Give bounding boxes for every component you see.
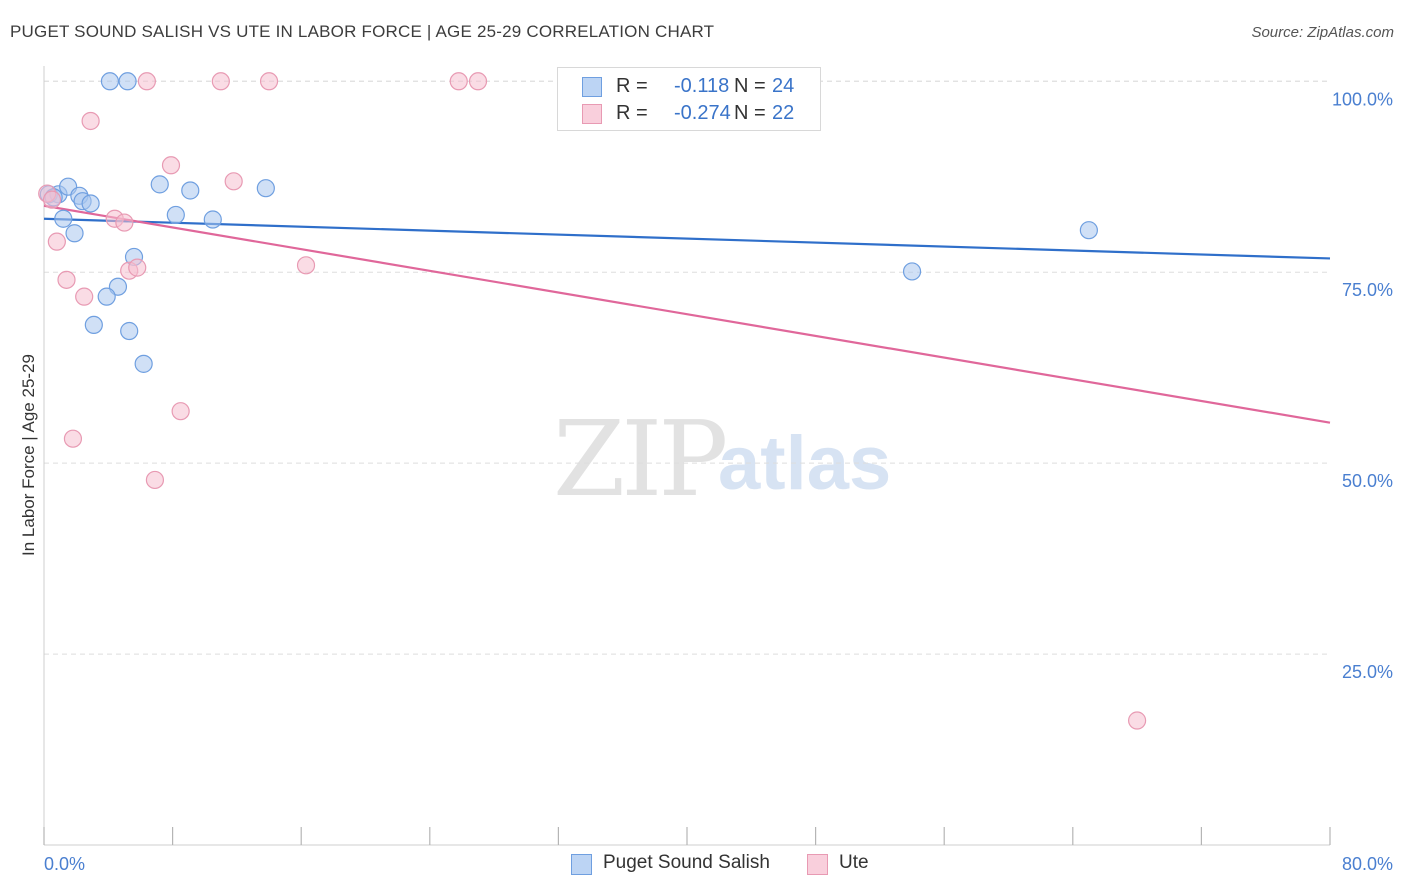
point-puget-sound-salish: [150, 175, 169, 194]
point-ute: [296, 256, 316, 275]
point-puget-sound-salish: [65, 224, 84, 243]
legend-r-value: -0.118: [674, 75, 730, 97]
point-puget-sound-salish: [203, 210, 222, 229]
point-ute: [211, 72, 230, 91]
legend-r-label: R =: [616, 102, 648, 124]
point-puget-sound-salish: [1079, 221, 1098, 240]
axis-labels: 25.0% 50.0% 75.0% 100.0% 0.0% 80.0% In Labor F…: [19, 89, 1393, 874]
point-ute: [63, 429, 83, 448]
trend-line-ute: [43, 204, 1331, 424]
point-puget-sound-salish: [902, 262, 922, 281]
point-puget-sound-salish: [166, 205, 185, 225]
legend-swatch-puget-sound-salish: [582, 77, 602, 97]
bottom-legend-label: Puget Sound Salish: [603, 852, 770, 873]
legend-r-label: R =: [616, 75, 648, 97]
point-ute: [224, 172, 243, 191]
y-tick-label: 25.0%: [1342, 662, 1393, 682]
bottom-legend-label: Ute: [839, 852, 869, 873]
point-puget-sound-salish: [120, 321, 139, 341]
point-ute: [57, 270, 76, 289]
legend-r-value: -0.274: [674, 102, 731, 124]
point-ute: [75, 287, 94, 306]
watermark-zip: ZIP: [553, 398, 728, 520]
point-ute: [115, 213, 134, 232]
point-ute: [468, 72, 488, 91]
point-ute: [449, 72, 468, 91]
x-tick-label-max: 80.0%: [1342, 854, 1393, 874]
point-ute: [137, 72, 156, 91]
legend-n-label: N =: [734, 75, 766, 97]
point-puget-sound-salish: [256, 179, 275, 198]
point-ute: [42, 190, 62, 209]
point-puget-sound-salish: [84, 315, 103, 335]
point-puget-sound-salish: [97, 287, 116, 306]
legend-n-value: 22: [772, 102, 795, 124]
point-puget-sound-salish: [81, 194, 100, 213]
legend-swatch-ute: [582, 104, 602, 124]
gridlines: [44, 80, 1330, 655]
point-ute: [81, 111, 100, 131]
point-puget-sound-salish: [134, 354, 153, 373]
chart-title: PUGET SOUND SALISH VS UTE IN LABOR FORCE…: [10, 22, 715, 41]
point-puget-sound-salish: [181, 181, 200, 200]
y-tick-label: 75.0%: [1342, 280, 1393, 300]
point-puget-sound-salish: [118, 72, 137, 91]
trend-line-puget-sound-salish: [43, 217, 1331, 260]
point-ute: [128, 258, 147, 277]
bottom-legend-swatch-ute: [807, 854, 828, 875]
point-ute: [259, 72, 279, 91]
point-puget-sound-salish: [54, 209, 73, 228]
y-tick-label: 50.0%: [1342, 471, 1393, 491]
data-points: [38, 72, 1147, 730]
x-tick-label-min: 0.0%: [44, 854, 85, 874]
point-ute: [171, 402, 190, 421]
correlation-legend: R = -0.118 N = 24 R = -0.274 N = 22: [557, 67, 821, 131]
point-ute: [47, 232, 66, 251]
point-ute: [1127, 711, 1147, 730]
bottom-legend-swatch-puget-sound-salish: [571, 854, 592, 875]
trend-lines: [43, 204, 1331, 424]
point-ute: [161, 156, 181, 175]
y-axis-label: In Labor Force | Age 25-29: [19, 354, 38, 556]
legend-n-value: 24: [772, 75, 795, 97]
source-label: Source: ZipAtlas.com: [1251, 24, 1394, 41]
legend-n-label: N =: [734, 102, 766, 124]
point-puget-sound-salish: [100, 72, 120, 91]
point-ute: [145, 470, 165, 490]
y-tick-label: 100.0%: [1332, 89, 1393, 109]
